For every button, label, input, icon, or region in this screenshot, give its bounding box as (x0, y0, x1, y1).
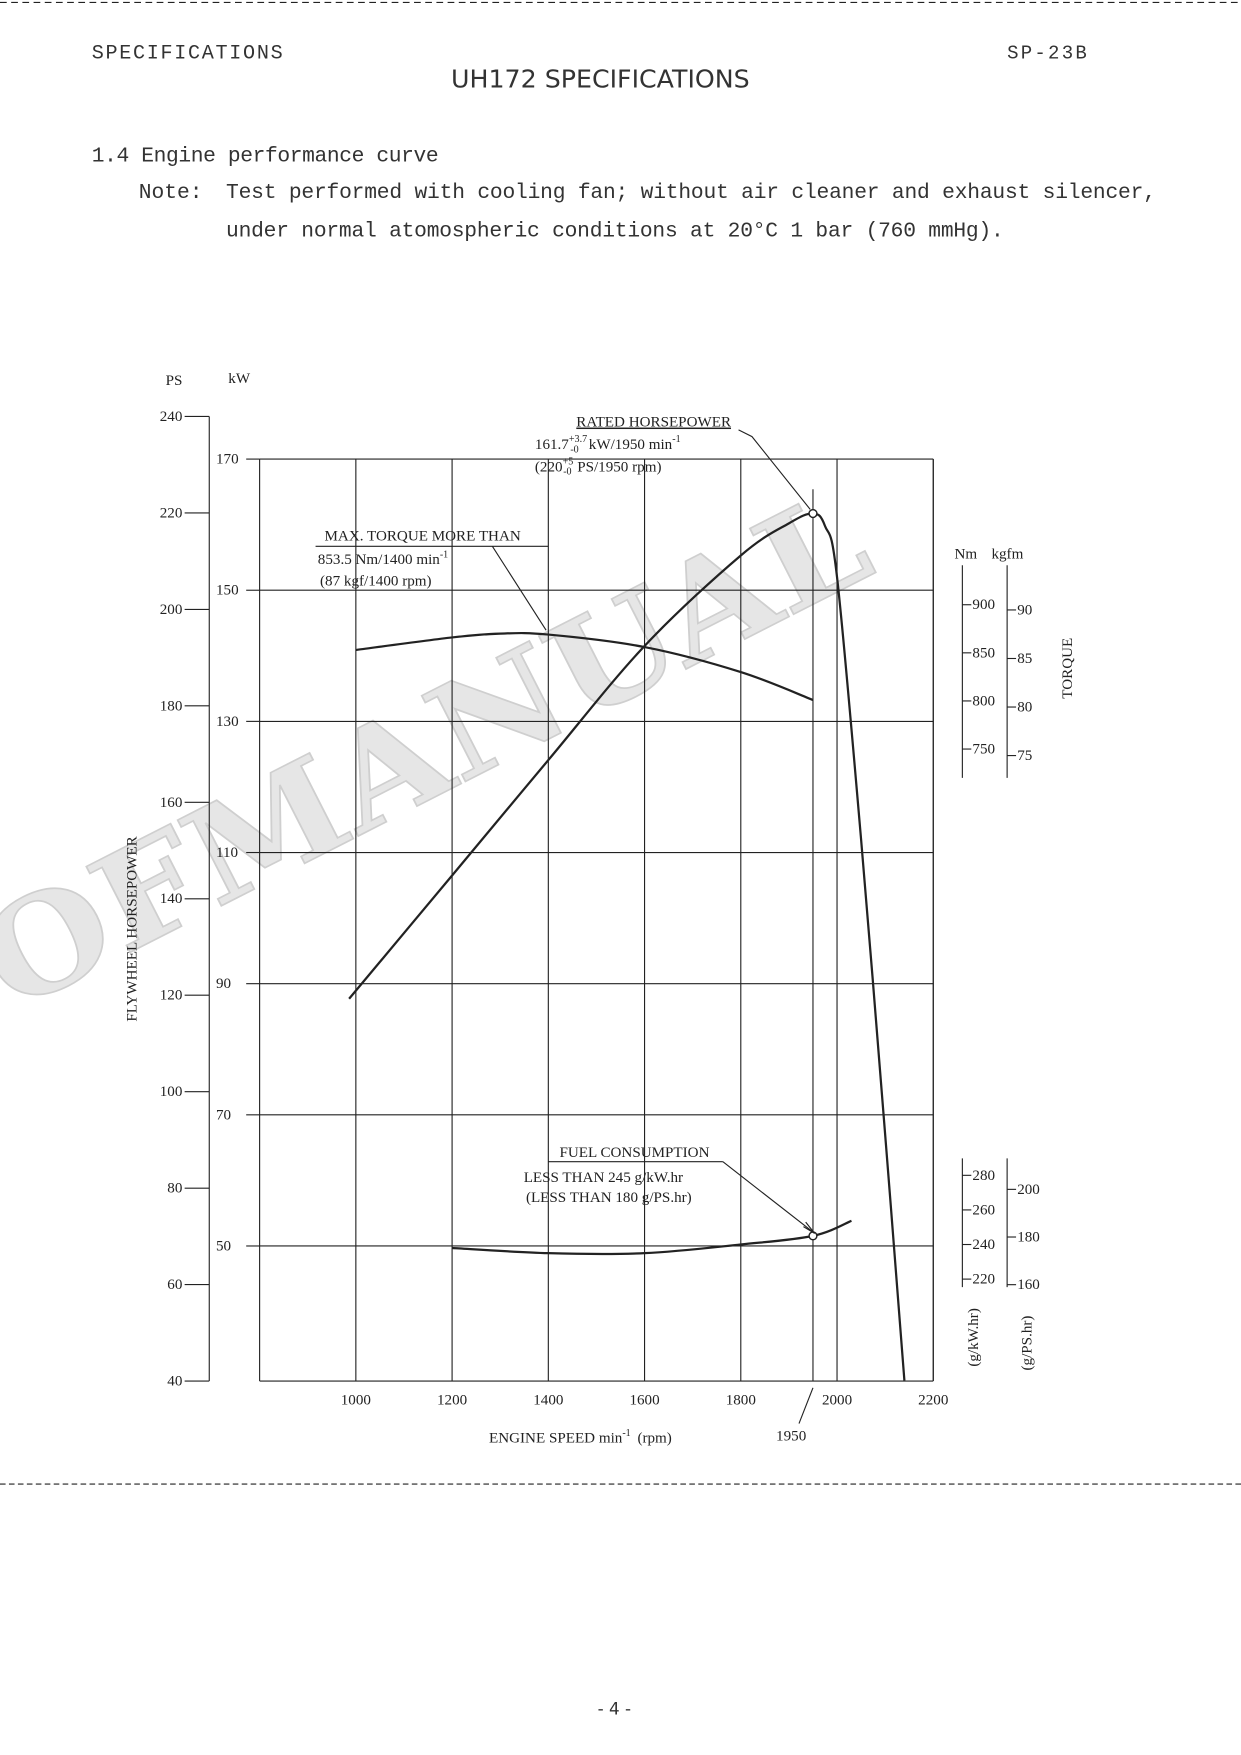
y-tick-label: 240 (160, 409, 183, 425)
y-axis-label: (g/kW.hr) (966, 1308, 982, 1367)
x-tick-label: 1800 (726, 1393, 756, 1409)
y-tick-label: 170 (216, 452, 239, 468)
annotation-unit: PS/1950 rpm) (577, 459, 661, 475)
annotation-title: RATED HORSEPOWER (576, 415, 732, 431)
point-marker (808, 1231, 818, 1241)
x-tick-label: 2200 (918, 1393, 948, 1409)
y-tick-label: 280 (972, 1168, 995, 1184)
annotation-line: (87 kgf/1400 rpm) (320, 573, 432, 589)
arrow-head (803, 1221, 816, 1234)
y-tick-label: 75 (1017, 748, 1032, 764)
y-tick-label: 800 (972, 693, 995, 709)
y-tick-label: 130 (216, 714, 239, 730)
y-tick-label: 85 (1017, 651, 1032, 667)
annotation-tol: -0 (563, 467, 571, 478)
y-axis-label: kgfm (991, 547, 1023, 563)
annotation-exp: -1 (672, 434, 680, 445)
y-tick-label: 50 (216, 1238, 231, 1254)
x-tick-label: 1000 (341, 1393, 371, 1409)
torque-axis-title: TORQUE (1060, 638, 1076, 699)
y-tick-label: 200 (1017, 1182, 1040, 1198)
y-tick-label: 40 (167, 1374, 182, 1390)
x-axis-title-unit: (rpm) (637, 1431, 671, 1447)
annotation-tol: -0 (570, 444, 578, 455)
x-axis-title-exp: -1 (622, 1428, 630, 1439)
y-tick-label: 60 (167, 1277, 182, 1293)
annotation-leader (738, 429, 811, 510)
y-tick-label: 260 (972, 1202, 995, 1218)
y-tick-label: 150 (216, 583, 239, 599)
annotation-exp: -1 (440, 549, 448, 560)
x-tick-label: 1200 (437, 1393, 467, 1409)
annotation-value: 161.7 (535, 437, 569, 453)
y-tick-label: 200 (160, 602, 183, 618)
y-tick-label: 850 (972, 645, 995, 661)
y-tick-label: 120 (160, 988, 183, 1004)
y-axis-label: Nm (955, 547, 978, 563)
note-line: Test performed with cooling fan; without… (226, 181, 1156, 205)
note-line: under normal atomospheric conditions at … (226, 219, 1004, 243)
y-tick-label: 70 (216, 1107, 231, 1123)
x-axis-title-text: ENGINE SPEED min (489, 1431, 623, 1447)
y-tick-label: 180 (160, 698, 183, 714)
annotation-line: 853.5 Nm/1400 min-1 (318, 549, 448, 568)
y-tick-label: 160 (1017, 1277, 1040, 1293)
doc-title: UH172 SPECIFICATIONS (451, 64, 750, 93)
annotation-title: FUEL CONSUMPTION (560, 1145, 710, 1161)
y-axis-title: FLYWHEEL HORSEPOWER (125, 835, 141, 1021)
y-tick-label: 220 (160, 505, 183, 521)
y-tick-label: 900 (972, 597, 995, 613)
point-marker (808, 508, 818, 519)
speed-marker-label: 1950 (776, 1428, 806, 1444)
annotation-leader (491, 545, 547, 631)
annotation-line: 161.7+3.7 -0 kW/1950 min-1 (535, 434, 681, 455)
x-tick-label: 1600 (629, 1393, 659, 1409)
x-tick-label: 1400 (533, 1393, 563, 1409)
series-line (452, 1219, 852, 1256)
annotation-unit: kW/1950 min (589, 437, 673, 453)
series-line (355, 631, 814, 702)
annotation-line: (220+5 -0 PS/1950 rpm) (535, 457, 662, 478)
x-axis-title: ENGINE SPEED min-1 (rpm) (489, 1428, 672, 1447)
y-tick-label: 240 (972, 1237, 995, 1253)
annotation-line: LESS THAN 245 g/kW.hr (524, 1170, 683, 1186)
section-label: SPECIFICATIONS (92, 42, 285, 65)
performance-chart: PS 40 60 80 100 120 140 160 180 200 220 240 kW 50 70 90… (160, 371, 1040, 1444)
annotation-tol: +3.7 (569, 434, 587, 445)
annotation-leader (722, 1161, 815, 1234)
y-axis-label: kW (228, 371, 251, 387)
annotation-text: 853.5 Nm/1400 min (318, 552, 440, 568)
y-tick-label: 90 (216, 976, 231, 992)
page-number: - 4 - (598, 1699, 631, 1719)
annotation-line: (LESS THAN 180 g/PS.hr) (526, 1190, 692, 1206)
y-axis-label: (g/PS.hr) (1020, 1316, 1036, 1371)
speed-marker-leader (798, 1387, 814, 1424)
annotation-tol: +5 (563, 457, 574, 468)
y-tick-label: 80 (167, 1181, 182, 1197)
note-label: Note: (139, 181, 203, 205)
y-tick-label: 110 (216, 845, 238, 861)
y-axis-label: PS (166, 373, 183, 389)
y-tick-label: 180 (1017, 1229, 1040, 1245)
y-tick-label: 140 (160, 891, 183, 907)
x-tick-label: 2000 (822, 1393, 852, 1409)
y-tick-label: 220 (972, 1272, 995, 1288)
y-tick-label: 750 (972, 742, 995, 758)
y-tick-label: 100 (160, 1084, 183, 1100)
section-heading: 1.4 Engine performance curve (92, 144, 439, 168)
y-tick-label: 80 (1017, 700, 1032, 716)
y-tick-label: 160 (160, 795, 183, 811)
annotation-title: MAX. TORQUE MORE THAN (325, 529, 521, 545)
page-code: SP-23B (1007, 42, 1089, 64)
y-tick-label: 90 (1017, 602, 1032, 618)
annotation-value: (220 (535, 459, 563, 475)
